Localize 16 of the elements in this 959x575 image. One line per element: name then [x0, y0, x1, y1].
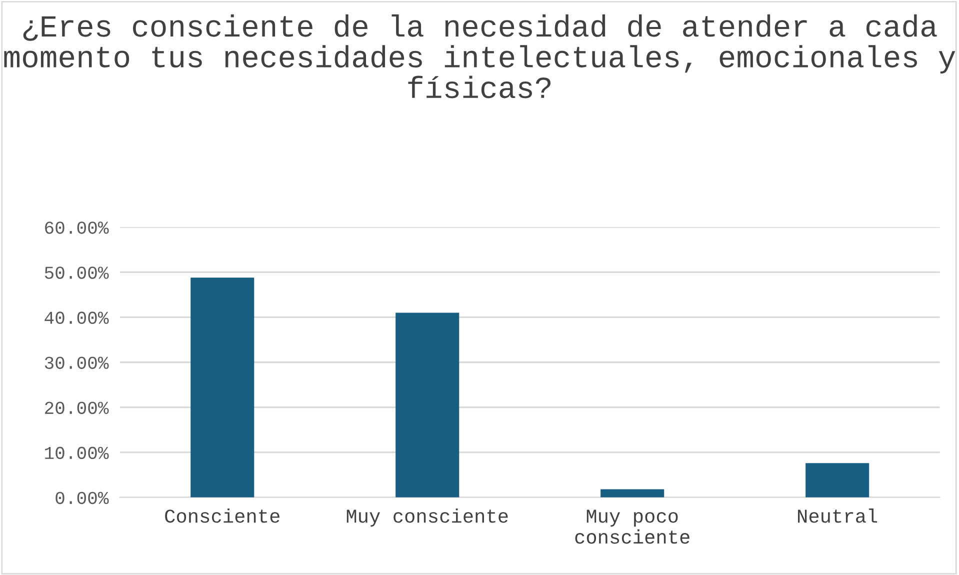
bar: [806, 463, 870, 498]
bar: [396, 312, 460, 498]
y-tick-label: 0.00%: [56, 492, 109, 504]
x-tick-label: Consciente: [165, 508, 280, 523]
x-tick-label: Neutral: [798, 508, 878, 523]
y-tick-label: 40.00%: [44, 312, 109, 324]
y-tick-label: 20.00%: [45, 402, 109, 414]
x-tick-label: Muy consciente: [346, 508, 508, 527]
chart-title: ¿Eres consciente de la necesidad de atender a cada momento tus necesidades intelectuales, emocionales y físicas?: [4, 14, 956, 98]
bar: [190, 278, 254, 498]
y-tick-label: 50.00%: [44, 266, 109, 279]
x-tick-label: Muy poco consciente: [575, 510, 690, 544]
y-tick-label: 30.00%: [44, 356, 109, 369]
bar: [600, 489, 664, 498]
y-tick-label: 60.00%: [45, 222, 109, 234]
y-tick-label: 10.00%: [45, 446, 109, 460]
